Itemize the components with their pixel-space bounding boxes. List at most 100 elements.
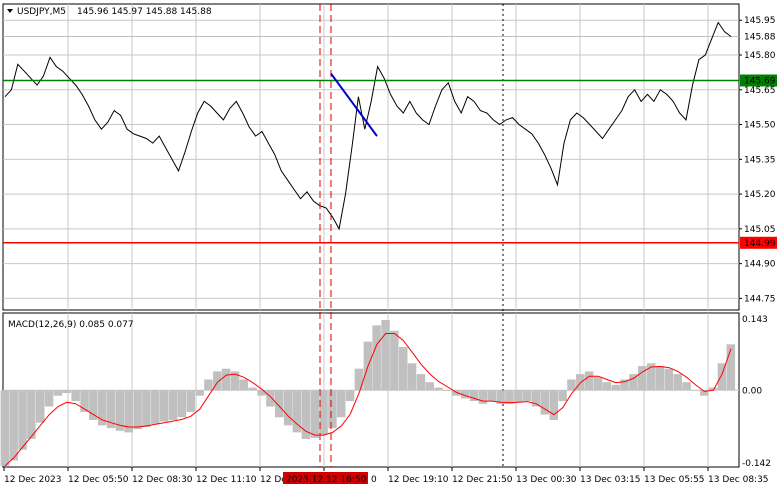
macd-signal-series [4, 333, 732, 467]
macd-bar [461, 390, 470, 399]
price-tick-label: 145.80 [744, 51, 776, 61]
grid [3, 4, 739, 467]
indicator-tick-label: 0.00 [742, 386, 762, 396]
macd-bar [620, 379, 629, 391]
indicator-axis[interactable]: 0.143 0.00 -0.142 [742, 315, 771, 469]
time-tick-label: 12 Dec 11:10 [196, 475, 257, 485]
macd-bar [142, 390, 151, 427]
macd-bar [646, 363, 656, 391]
time-tick-label: 12 Dec 08:30 [132, 475, 193, 485]
time-tick-label: 0 [371, 475, 377, 485]
macd-bar [337, 390, 346, 418]
macd-bar [717, 363, 727, 391]
macd-bar [257, 390, 266, 396]
macd-bar [558, 390, 567, 402]
macd-bar [611, 384, 620, 391]
macd-bar [18, 390, 27, 450]
macd-bar [691, 390, 700, 391]
price-series [4, 21, 732, 231]
macd-bar [283, 390, 293, 426]
price-axis[interactable]: 145.95 145.80 145.65 145.50 145.35 145.20 145.… [739, 16, 777, 304]
macd-bar [381, 320, 390, 391]
price-tick-label: 145.20 [744, 190, 776, 200]
macd-bar [151, 390, 160, 424]
price-tick-label: 145.95 [744, 16, 776, 26]
macd-histogram [0, 320, 736, 466]
time-axis[interactable]: 12 Dec 2023 12 Dec 05:50 12 Dec 08:30 12 De… [3, 467, 769, 485]
macd-bar [221, 368, 231, 391]
macd-bar [319, 390, 328, 435]
macd-bar [682, 382, 691, 391]
current-price-label: 145.88 [744, 33, 776, 43]
price-tick-label: 145.35 [744, 155, 776, 165]
macd-bar [0, 390, 10, 466]
macd-bar [505, 390, 514, 404]
macd-bar [89, 390, 98, 420]
current-price-badge [740, 30, 777, 43]
symbol-label: USDJPY,M5 [17, 7, 66, 17]
indicator-tick-label: -0.142 [742, 459, 771, 469]
macd-bar [354, 368, 364, 391]
macd-bar [177, 390, 187, 418]
macd-bar [9, 390, 18, 461]
resistance-badge [740, 74, 777, 87]
macd-bar [549, 390, 558, 420]
macd-bar [434, 387, 443, 391]
macd-bar [540, 390, 550, 415]
macd-bar [44, 390, 54, 407]
collapse-triangle-icon[interactable] [7, 9, 13, 13]
macd-bar [80, 390, 89, 412]
macd-bar [372, 325, 381, 391]
support-badge [740, 236, 777, 249]
time-tick-label: 13 Dec 00:30 [516, 475, 577, 485]
macd-bar [301, 390, 311, 439]
macd-bar [239, 379, 249, 391]
signal-line [4, 333, 732, 467]
time-tick-label: 12 De [260, 475, 287, 485]
macd-bar [106, 390, 116, 429]
highlight-time-label: 2023.12.12 16:50 [286, 475, 367, 485]
macd-bar [708, 387, 718, 391]
macd-bar [27, 390, 36, 439]
macd-bar [53, 390, 63, 396]
price-tick-label: 144.75 [744, 294, 776, 304]
macd-bar [310, 390, 319, 438]
macd-bar [133, 390, 142, 430]
macd-bar [345, 390, 355, 402]
macd-bar [71, 390, 80, 402]
markers [319, 4, 378, 467]
trend-line [330, 72, 378, 137]
macd-bar [487, 390, 496, 402]
macd-bar [36, 390, 45, 423]
macd-bar [655, 366, 665, 391]
time-tick-label: 12 Dec 21:50 [452, 475, 513, 485]
macd-bar [584, 371, 594, 391]
price-line [4, 21, 732, 231]
macd-bar [195, 390, 204, 396]
macd-bar [496, 390, 505, 404]
macd-bar [390, 330, 399, 391]
indicator-tick-label: 0.143 [742, 315, 768, 325]
macd-bar [700, 390, 709, 396]
macd-bar [522, 390, 532, 402]
levels[interactable] [3, 79, 739, 244]
time-tick-label: 13 Dec 08:35 [708, 475, 769, 485]
macd-bar [115, 390, 125, 431]
macd-bar [673, 374, 682, 391]
macd-title: MACD(12,26,9) 0.085 0.077 [8, 320, 134, 330]
support-label: 144.99 [744, 239, 776, 249]
macd-bar [514, 390, 523, 403]
macd-bar [230, 371, 240, 391]
macd-bar [124, 390, 133, 433]
macd-bar [168, 390, 178, 420]
macd-bar [638, 366, 647, 391]
macd-bar [399, 347, 408, 391]
macd-bar [602, 382, 612, 391]
price-tick-label: 145.05 [744, 225, 776, 235]
macd-bar [478, 390, 488, 404]
macd-bar [443, 390, 452, 391]
macd-bar [726, 344, 736, 391]
time-tick-label: 12 Dec 05:50 [68, 475, 129, 485]
